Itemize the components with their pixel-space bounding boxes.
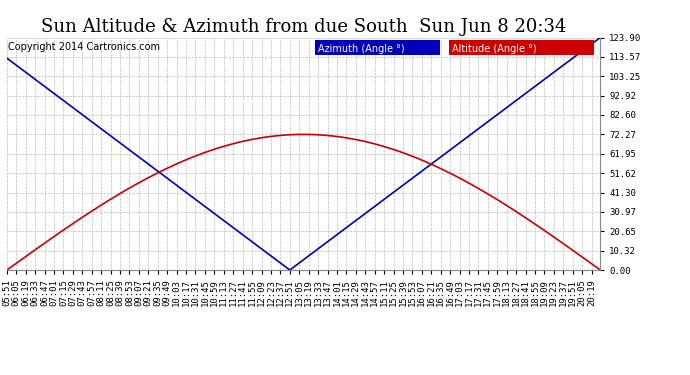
FancyBboxPatch shape — [315, 40, 440, 55]
Text: Azimuth (Angle °): Azimuth (Angle °) — [319, 45, 405, 54]
Text: Copyright 2014 Cartronics.com: Copyright 2014 Cartronics.com — [8, 42, 160, 52]
FancyBboxPatch shape — [449, 40, 594, 55]
Title: Sun Altitude & Azimuth from due South  Sun Jun 8 20:34: Sun Altitude & Azimuth from due South Su… — [41, 18, 566, 36]
Text: Altitude (Angle °): Altitude (Angle °) — [452, 45, 537, 54]
